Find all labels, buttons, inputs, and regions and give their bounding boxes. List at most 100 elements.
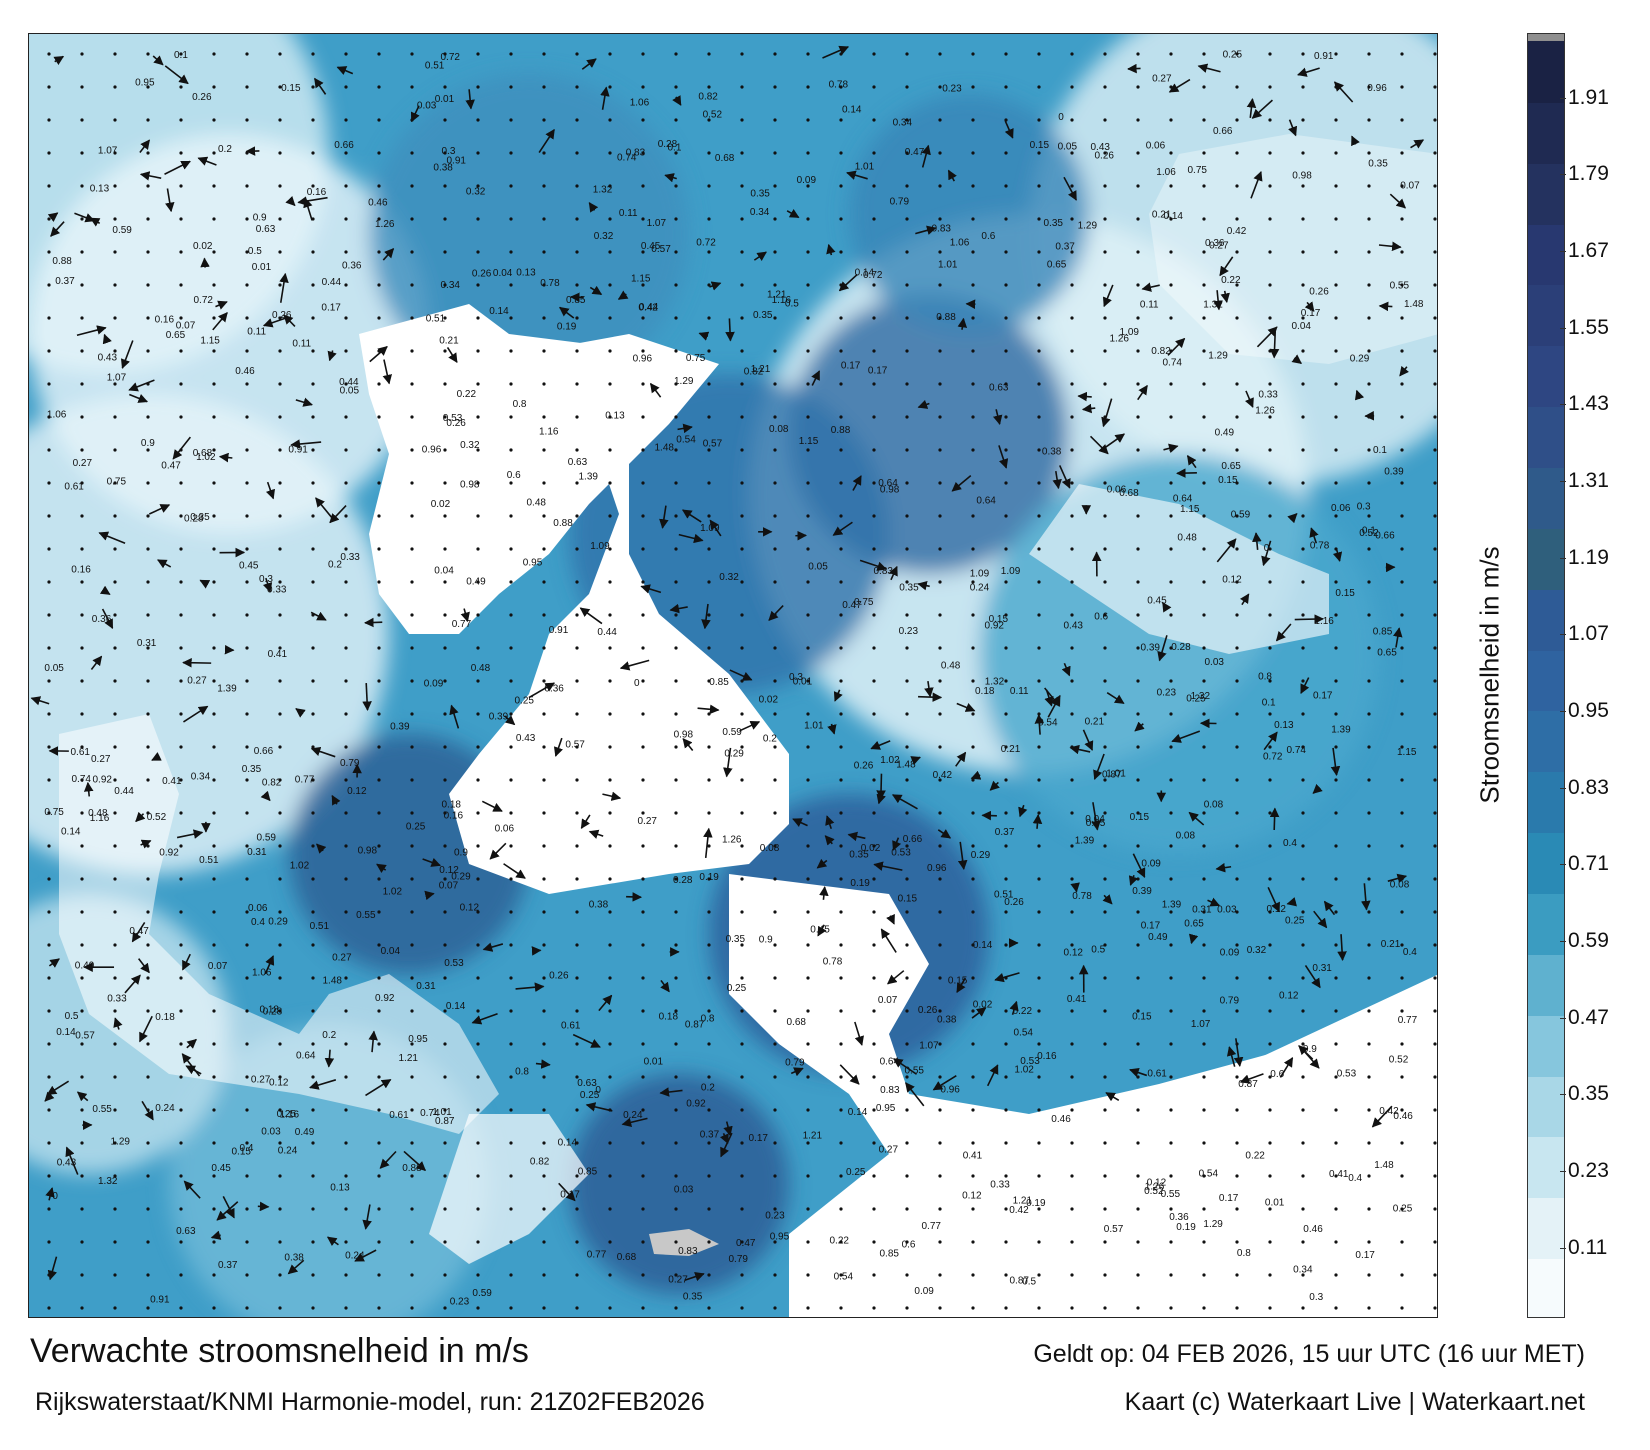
current-arrow <box>1226 1046 1237 1067</box>
grid-dot <box>1433 217 1437 221</box>
grid-dot <box>1301 382 1305 386</box>
grid-dot <box>443 745 447 749</box>
grid-dot <box>47 217 51 221</box>
current-arrow <box>310 746 336 758</box>
grid-dot <box>179 217 183 221</box>
grid-dot <box>1433 712 1437 716</box>
grid-dot <box>245 547 249 551</box>
current-arrow <box>260 790 271 802</box>
grid-dot <box>608 1141 612 1145</box>
current-arrow <box>1061 662 1071 677</box>
grid-dot <box>1169 52 1173 56</box>
speed-label: 0.18 <box>975 686 995 697</box>
grid-dot <box>1202 415 1206 419</box>
current-arrow <box>892 837 902 851</box>
speed-label: 0.33 <box>340 552 360 563</box>
grid-dot <box>872 415 876 419</box>
grid-dot <box>1202 646 1206 650</box>
grid-dot <box>377 316 381 320</box>
current-arrow <box>336 66 354 76</box>
current-speed-map[interactable]: 0.27 0.14 0.35 0.16 0.18 0.23 0.12 0.26 0.17 0.25… <box>28 33 1438 1318</box>
grid-dot <box>311 811 315 815</box>
grid-dot <box>344 316 348 320</box>
grid-dot <box>839 118 843 122</box>
grid-dot <box>1235 943 1239 947</box>
grid-dot <box>1301 1075 1305 1079</box>
speed-label: 0.08 <box>760 843 780 854</box>
colorbar-tick-label: 0.83 <box>1568 775 1609 799</box>
grid-dot <box>707 976 711 980</box>
current-arrow <box>200 257 210 268</box>
grid-dot <box>1004 1240 1008 1244</box>
speed-label: 1.26 <box>1145 1182 1165 1193</box>
speed-label: 0.75 <box>44 807 64 818</box>
grid-dot <box>773 415 777 419</box>
grid-dot <box>509 580 513 584</box>
speed-label: 0.41 <box>162 776 182 787</box>
grid-dot <box>410 448 414 452</box>
grid-dot <box>905 85 909 89</box>
current-arrow <box>1207 897 1221 907</box>
grid-dot <box>938 1042 942 1046</box>
grid-dot <box>410 514 414 518</box>
grid-dot <box>179 1042 183 1046</box>
speed-label: 0.5 <box>785 298 799 309</box>
grid-dot <box>773 1273 777 1277</box>
grid-dot <box>839 580 843 584</box>
grid-dot <box>707 646 711 650</box>
speed-label: 0.95 <box>523 558 543 569</box>
current-arrow <box>659 1087 683 1097</box>
current-arrow <box>917 399 930 409</box>
speed-label: 0.64 <box>296 1050 316 1061</box>
current-arrow <box>619 659 650 671</box>
grid-dot <box>1037 1174 1041 1178</box>
current-arrow <box>316 843 327 854</box>
grid-dot <box>245 1207 249 1211</box>
speed-label: 0.44 <box>339 377 359 388</box>
current-arrow <box>905 1082 925 1107</box>
speed-label: 0.48 <box>88 808 108 819</box>
grid-dot <box>80 844 84 848</box>
grid-dot <box>1301 184 1305 188</box>
grid-dot <box>1400 481 1404 485</box>
grid-dot <box>1202 943 1206 947</box>
grid-dot <box>740 877 744 881</box>
grid-dot <box>1400 778 1404 782</box>
colorbar-tick-mark <box>1560 174 1566 176</box>
current-arrow <box>1137 384 1148 401</box>
grid-dot <box>641 217 645 221</box>
grid-dot <box>1037 778 1041 782</box>
current-arrow <box>1163 443 1179 453</box>
colorbar-tick-mark <box>1560 1171 1566 1173</box>
grid-dot <box>476 250 480 254</box>
grid-dot <box>1235 910 1239 914</box>
current-arrow <box>1333 81 1354 103</box>
grid-dot <box>146 547 150 551</box>
current-arrow <box>621 1117 648 1128</box>
speed-label: 0.16 <box>307 187 327 198</box>
speed-label: 0.12 <box>439 865 459 876</box>
grid-dot <box>608 85 612 89</box>
speed-label: 0.43 <box>57 1157 77 1168</box>
speed-label: 0.04 <box>493 268 513 279</box>
grid-dot <box>707 778 711 782</box>
grid-dot <box>476 646 480 650</box>
speed-label: 0.5 <box>1022 1276 1036 1287</box>
speed-label: 0.28 <box>673 875 693 886</box>
current-arrow <box>422 857 441 867</box>
speed-label: 0.04 <box>1292 321 1312 332</box>
grid-dot <box>1004 283 1008 287</box>
grid-dot <box>1301 646 1305 650</box>
speed-label: 0.44 <box>114 786 134 797</box>
speed-label: 0.19 <box>699 872 719 883</box>
speed-label: 0.33 <box>107 993 127 1004</box>
grid-dot <box>410 349 414 353</box>
grid-dot <box>245 646 249 650</box>
grid-dot <box>410 910 414 914</box>
grid-dot <box>707 85 711 89</box>
grid-dot <box>179 745 183 749</box>
grid-dot <box>839 1042 843 1046</box>
grid-dot <box>608 415 612 419</box>
speed-label: 0.15 <box>281 83 301 94</box>
current-arrow <box>30 696 50 706</box>
